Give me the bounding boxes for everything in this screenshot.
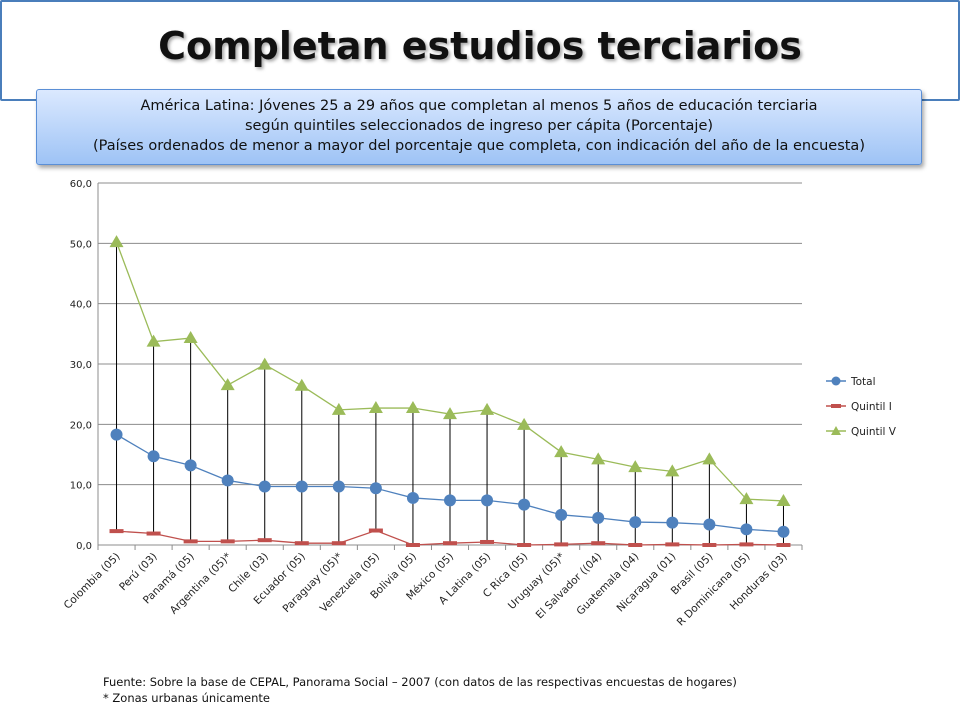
subtitle-line-3: (Países ordenados de menor a mayor del p… bbox=[93, 138, 865, 154]
urban-note: * Zonas urbanas únicamente bbox=[103, 691, 270, 705]
subtitle-line-1: América Latina: Jóvenes 25 a 29 años que… bbox=[140, 98, 818, 114]
x-tick-label: Colombia (05) bbox=[62, 551, 123, 612]
quintil-v-marker bbox=[554, 445, 569, 458]
quintil-i-marker bbox=[220, 539, 235, 544]
total-marker bbox=[740, 523, 753, 536]
footer: Fuente: Sobre la base de CEPAL, Panorama… bbox=[103, 674, 737, 706]
legend-marker-2 bbox=[831, 404, 841, 408]
quintil-v-marker bbox=[183, 331, 198, 344]
total-marker bbox=[406, 491, 419, 504]
total-marker bbox=[147, 450, 160, 463]
total-marker bbox=[518, 498, 531, 511]
line-chart: 0,0 10,0 20,0 30,0 40,0 50,0 60,0 Colombia (05)… bbox=[62, 179, 897, 628]
quintil-i-marker bbox=[776, 543, 791, 547]
total-marker bbox=[332, 480, 345, 493]
y-tick-label: 0,0 bbox=[76, 541, 92, 552]
total-marker bbox=[295, 480, 308, 493]
quintil-v-marker bbox=[109, 235, 124, 248]
subtitle-line-2: según quintiles seleccionados de ingreso… bbox=[244, 118, 714, 134]
quintil-i-marker bbox=[739, 542, 754, 547]
quintil-v-marker bbox=[331, 402, 346, 415]
total-marker bbox=[592, 511, 605, 524]
quintil-v-marker bbox=[702, 452, 717, 465]
title-box bbox=[0, 0, 960, 101]
quintil-v-marker bbox=[368, 401, 383, 414]
quintil-i-marker bbox=[405, 543, 420, 547]
legend-label-2: Quintil I bbox=[851, 401, 892, 413]
total-marker bbox=[777, 525, 790, 538]
total-marker bbox=[444, 494, 456, 507]
total-marker bbox=[369, 482, 382, 495]
total-marker bbox=[703, 518, 716, 531]
total-marker bbox=[555, 508, 568, 521]
quintil-i-marker bbox=[517, 543, 532, 547]
quintil-i-marker bbox=[331, 541, 346, 546]
quintil-i-marker bbox=[480, 539, 495, 544]
y-tick-label: 10,0 bbox=[70, 481, 92, 492]
legend-marker-1 bbox=[831, 376, 841, 386]
quintil-i-marker bbox=[702, 543, 717, 547]
quintil-i-marker bbox=[109, 529, 124, 534]
quintil-v-marker bbox=[517, 417, 532, 430]
quintil-v-marker bbox=[665, 464, 680, 477]
quintil-i-marker bbox=[146, 531, 161, 536]
source-note: Fuente: Sobre la base de CEPAL, Panorama… bbox=[103, 675, 737, 689]
legend-label-1: Total bbox=[850, 376, 876, 388]
y-tick-label: 30,0 bbox=[70, 360, 92, 371]
quintil-i-marker bbox=[257, 538, 272, 543]
quintil-v-marker bbox=[257, 357, 272, 370]
total-marker bbox=[110, 428, 123, 441]
quintil-v-marker bbox=[480, 402, 495, 415]
quintil-v-marker bbox=[628, 460, 643, 473]
total-marker bbox=[629, 516, 642, 529]
total-marker bbox=[666, 516, 679, 529]
quintil-v-marker bbox=[146, 334, 161, 347]
y-tick-label: 60,0 bbox=[70, 179, 92, 190]
total-marker bbox=[258, 480, 271, 493]
y-tick-label: 20,0 bbox=[70, 420, 92, 431]
quintil-i-marker bbox=[591, 541, 606, 546]
quintil-i-marker bbox=[294, 541, 309, 546]
quintil-v-marker bbox=[294, 378, 309, 391]
quintil-i-marker bbox=[368, 528, 383, 533]
quintil-v-marker bbox=[405, 401, 420, 414]
quintil-v-marker bbox=[739, 492, 754, 505]
legend-label-3: Quintil V bbox=[851, 426, 897, 438]
quintil-i-marker bbox=[443, 541, 457, 546]
quintil-i-marker bbox=[554, 542, 569, 547]
subtitle-box: América Latina: Jóvenes 25 a 29 años que… bbox=[36, 89, 922, 165]
page-title: Completan estudios terciarios bbox=[158, 24, 802, 68]
quintil-v-marker bbox=[591, 452, 606, 465]
quintil-v-marker bbox=[776, 493, 791, 506]
quintil-i-marker bbox=[183, 539, 198, 544]
quintil-v-marker bbox=[220, 378, 235, 391]
y-tick-label: 50,0 bbox=[70, 239, 92, 250]
y-tick-label: 40,0 bbox=[70, 300, 92, 311]
total-marker bbox=[481, 494, 494, 507]
legend-marker-3 bbox=[831, 426, 841, 435]
total-marker bbox=[221, 474, 234, 487]
total-marker bbox=[184, 459, 197, 472]
quintil-i-marker bbox=[628, 543, 643, 547]
x-tick-label: El Salvador ((04) bbox=[534, 551, 605, 622]
quintil-i-marker bbox=[665, 542, 680, 547]
quintil-v-marker bbox=[443, 407, 457, 420]
